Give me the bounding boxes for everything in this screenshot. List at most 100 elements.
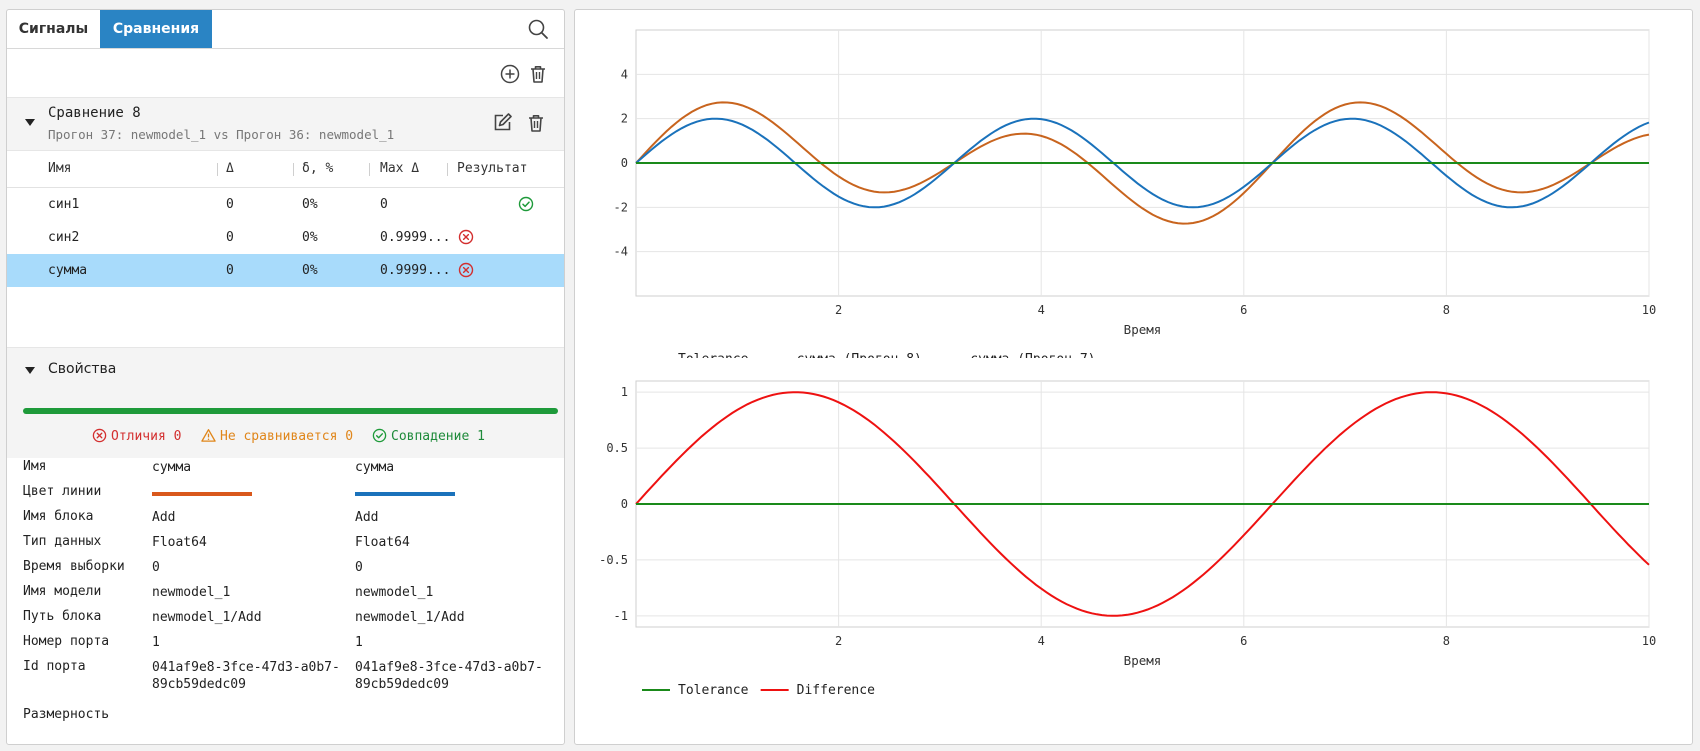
property-label: Номер порта: [23, 634, 110, 649]
property-value-left: сумма: [152, 460, 192, 475]
legend-item-label[interactable]: Tolerance: [678, 352, 749, 367]
differences-count: Отличия 0: [92, 428, 181, 444]
table-row[interactable]: син1 0 0% 0: [7, 188, 564, 221]
table-header: Имя Δ δ, % Max Δ Результат: [7, 151, 564, 188]
collapse-properties-caret[interactable]: [25, 367, 35, 374]
match-progress-bar: [23, 408, 558, 414]
x-tick-label: 2: [835, 303, 842, 317]
delta-percent-value: 0%: [302, 230, 318, 245]
trash-icon: [531, 66, 545, 83]
edit-comparison-button[interactable]: [491, 112, 513, 134]
property-label: Цвет линии: [23, 484, 102, 499]
difference-chart[interactable]: 2 4 6 8 10 1 0.5 0 -0.5 -1 Время Tolerance Differenc…: [575, 362, 1693, 732]
collapse-comparison-caret[interactable]: [25, 119, 35, 126]
plus-circle-icon: [500, 64, 520, 84]
signal-name: син1: [48, 197, 80, 212]
x-tick-label: 10: [1642, 303, 1656, 317]
legend-item-label[interactable]: сумма (Прогон 8): [797, 352, 922, 367]
matches-label: Совпадение 1: [391, 429, 485, 444]
column-resizer[interactable]: [293, 163, 294, 176]
y-tick-label: 4: [621, 67, 628, 81]
chart-svg[interactable]: 2 4 6 8 10 1 0.5 0 -0.5 -1 Время Tolerance Differenc…: [575, 362, 1693, 732]
comparison-summary: Отличия 0 Не сравнивается 0 Совпадение 1: [7, 394, 564, 458]
y-tick-label: 0: [621, 156, 628, 170]
property-value-right: 041af9e8-3fce-47d3-a0b7-: [355, 660, 543, 675]
line-color-swatch-right: [355, 492, 455, 496]
not-compared-label: Не сравнивается 0: [220, 429, 354, 444]
y-tick-label: 0: [621, 497, 628, 511]
x-tick-label: 6: [1240, 634, 1247, 648]
properties-title: Свойства: [48, 361, 117, 377]
column-resizer[interactable]: [217, 163, 218, 176]
x-tick-label: 4: [1038, 634, 1045, 648]
property-label: Тип данных: [23, 534, 102, 549]
signal-name: сумма: [48, 263, 88, 278]
x-tick-label: 2: [835, 634, 842, 648]
y-tick-label: 2: [621, 112, 628, 126]
column-result[interactable]: Результат: [457, 161, 528, 176]
property-label: Время выборки: [23, 559, 125, 574]
property-value-left: 89cb59dedc09: [152, 677, 246, 692]
property-value-left: newmodel_1/Add: [152, 610, 262, 625]
signal-chart[interactable]: 2 4 6 8 10 4 2 0 -2 -4 Время Tolerance сумма (Прогон…: [575, 10, 1693, 367]
property-value-right: 89cb59dedc09: [355, 677, 449, 692]
chart-svg[interactable]: 2 4 6 8 10 4 2 0 -2 -4 Время Tolerance сумма (Прогон…: [575, 10, 1693, 367]
delta-value: 0: [226, 263, 234, 278]
check-circle-icon: [518, 196, 534, 212]
legend-item-label[interactable]: сумма (Прогон 7): [970, 352, 1095, 367]
property-value-left: Float64: [152, 535, 207, 550]
x-tick-label: 8: [1443, 303, 1450, 317]
delta-value: 0: [226, 197, 234, 212]
property-value-right: сумма: [355, 460, 395, 475]
tab-comparisons[interactable]: Сравнения: [100, 10, 212, 48]
matches-count: Совпадение 1: [372, 428, 485, 444]
delete-comparison-button[interactable]: [525, 112, 547, 134]
property-value-right: 1: [355, 635, 363, 650]
column-delta-percent[interactable]: δ, %: [302, 161, 334, 176]
property-value-left: 041af9e8-3fce-47d3-a0b7-: [152, 660, 340, 675]
search-button[interactable]: [527, 18, 549, 40]
column-resizer[interactable]: [447, 163, 448, 176]
x-tick-label: 10: [1642, 634, 1656, 648]
line-color-swatch-left: [152, 492, 252, 496]
property-value-left: Add: [152, 510, 176, 525]
signal-name: син2: [48, 230, 80, 245]
property-label: Имя: [23, 459, 47, 474]
table-row[interactable]: син2 0 0% 0.9999...: [7, 221, 564, 254]
property-value-right: newmodel_1/Add: [355, 610, 465, 625]
property-value-right: Float64: [355, 535, 410, 550]
property-label: Имя модели: [23, 584, 102, 599]
max-delta-value: 0.9999...: [380, 230, 451, 245]
y-tick-label: -1: [614, 609, 628, 623]
column-delta[interactable]: Δ: [226, 161, 234, 176]
legend-item-label[interactable]: Tolerance: [678, 683, 749, 698]
column-name[interactable]: Имя: [48, 161, 72, 176]
differences-label: Отличия 0: [111, 429, 182, 444]
warning-icon: [201, 429, 216, 442]
property-label: Путь блока: [23, 609, 102, 624]
column-resizer[interactable]: [369, 163, 370, 176]
edit-icon: [494, 113, 512, 131]
delta-value: 0: [226, 230, 234, 245]
column-max-delta[interactable]: Max Δ: [380, 161, 420, 176]
property-value-left: 1: [152, 635, 160, 650]
y-tick-label: -2: [614, 200, 628, 214]
table-row-selected[interactable]: сумма 0 0% 0.9999...: [7, 254, 564, 287]
error-circle-icon: [458, 262, 474, 278]
not-compared-count: Не сравнивается 0: [201, 428, 353, 444]
comparison-header: Сравнение 8 Прогон 37: newmodel_1 vs Про…: [7, 98, 564, 151]
property-value-left: newmodel_1: [152, 585, 231, 600]
y-tick-label: 1: [621, 385, 628, 399]
tab-signals[interactable]: Сигналы: [18, 21, 89, 37]
comparison-subtitle: Прогон 37: newmodel_1 vs Прогон 36: newm…: [48, 127, 395, 142]
comparison-toolbar: [7, 49, 564, 98]
x-tick-label: 8: [1443, 634, 1450, 648]
add-comparison-button[interactable]: [499, 63, 521, 85]
max-delta-value: 0: [380, 197, 388, 212]
series-line-1: [635, 391, 1650, 617]
delete-all-button[interactable]: [527, 63, 549, 85]
trash-icon: [529, 115, 543, 132]
tab-bar: Сигналы Сравнения: [7, 10, 564, 49]
legend-item-label[interactable]: Difference: [797, 683, 875, 698]
